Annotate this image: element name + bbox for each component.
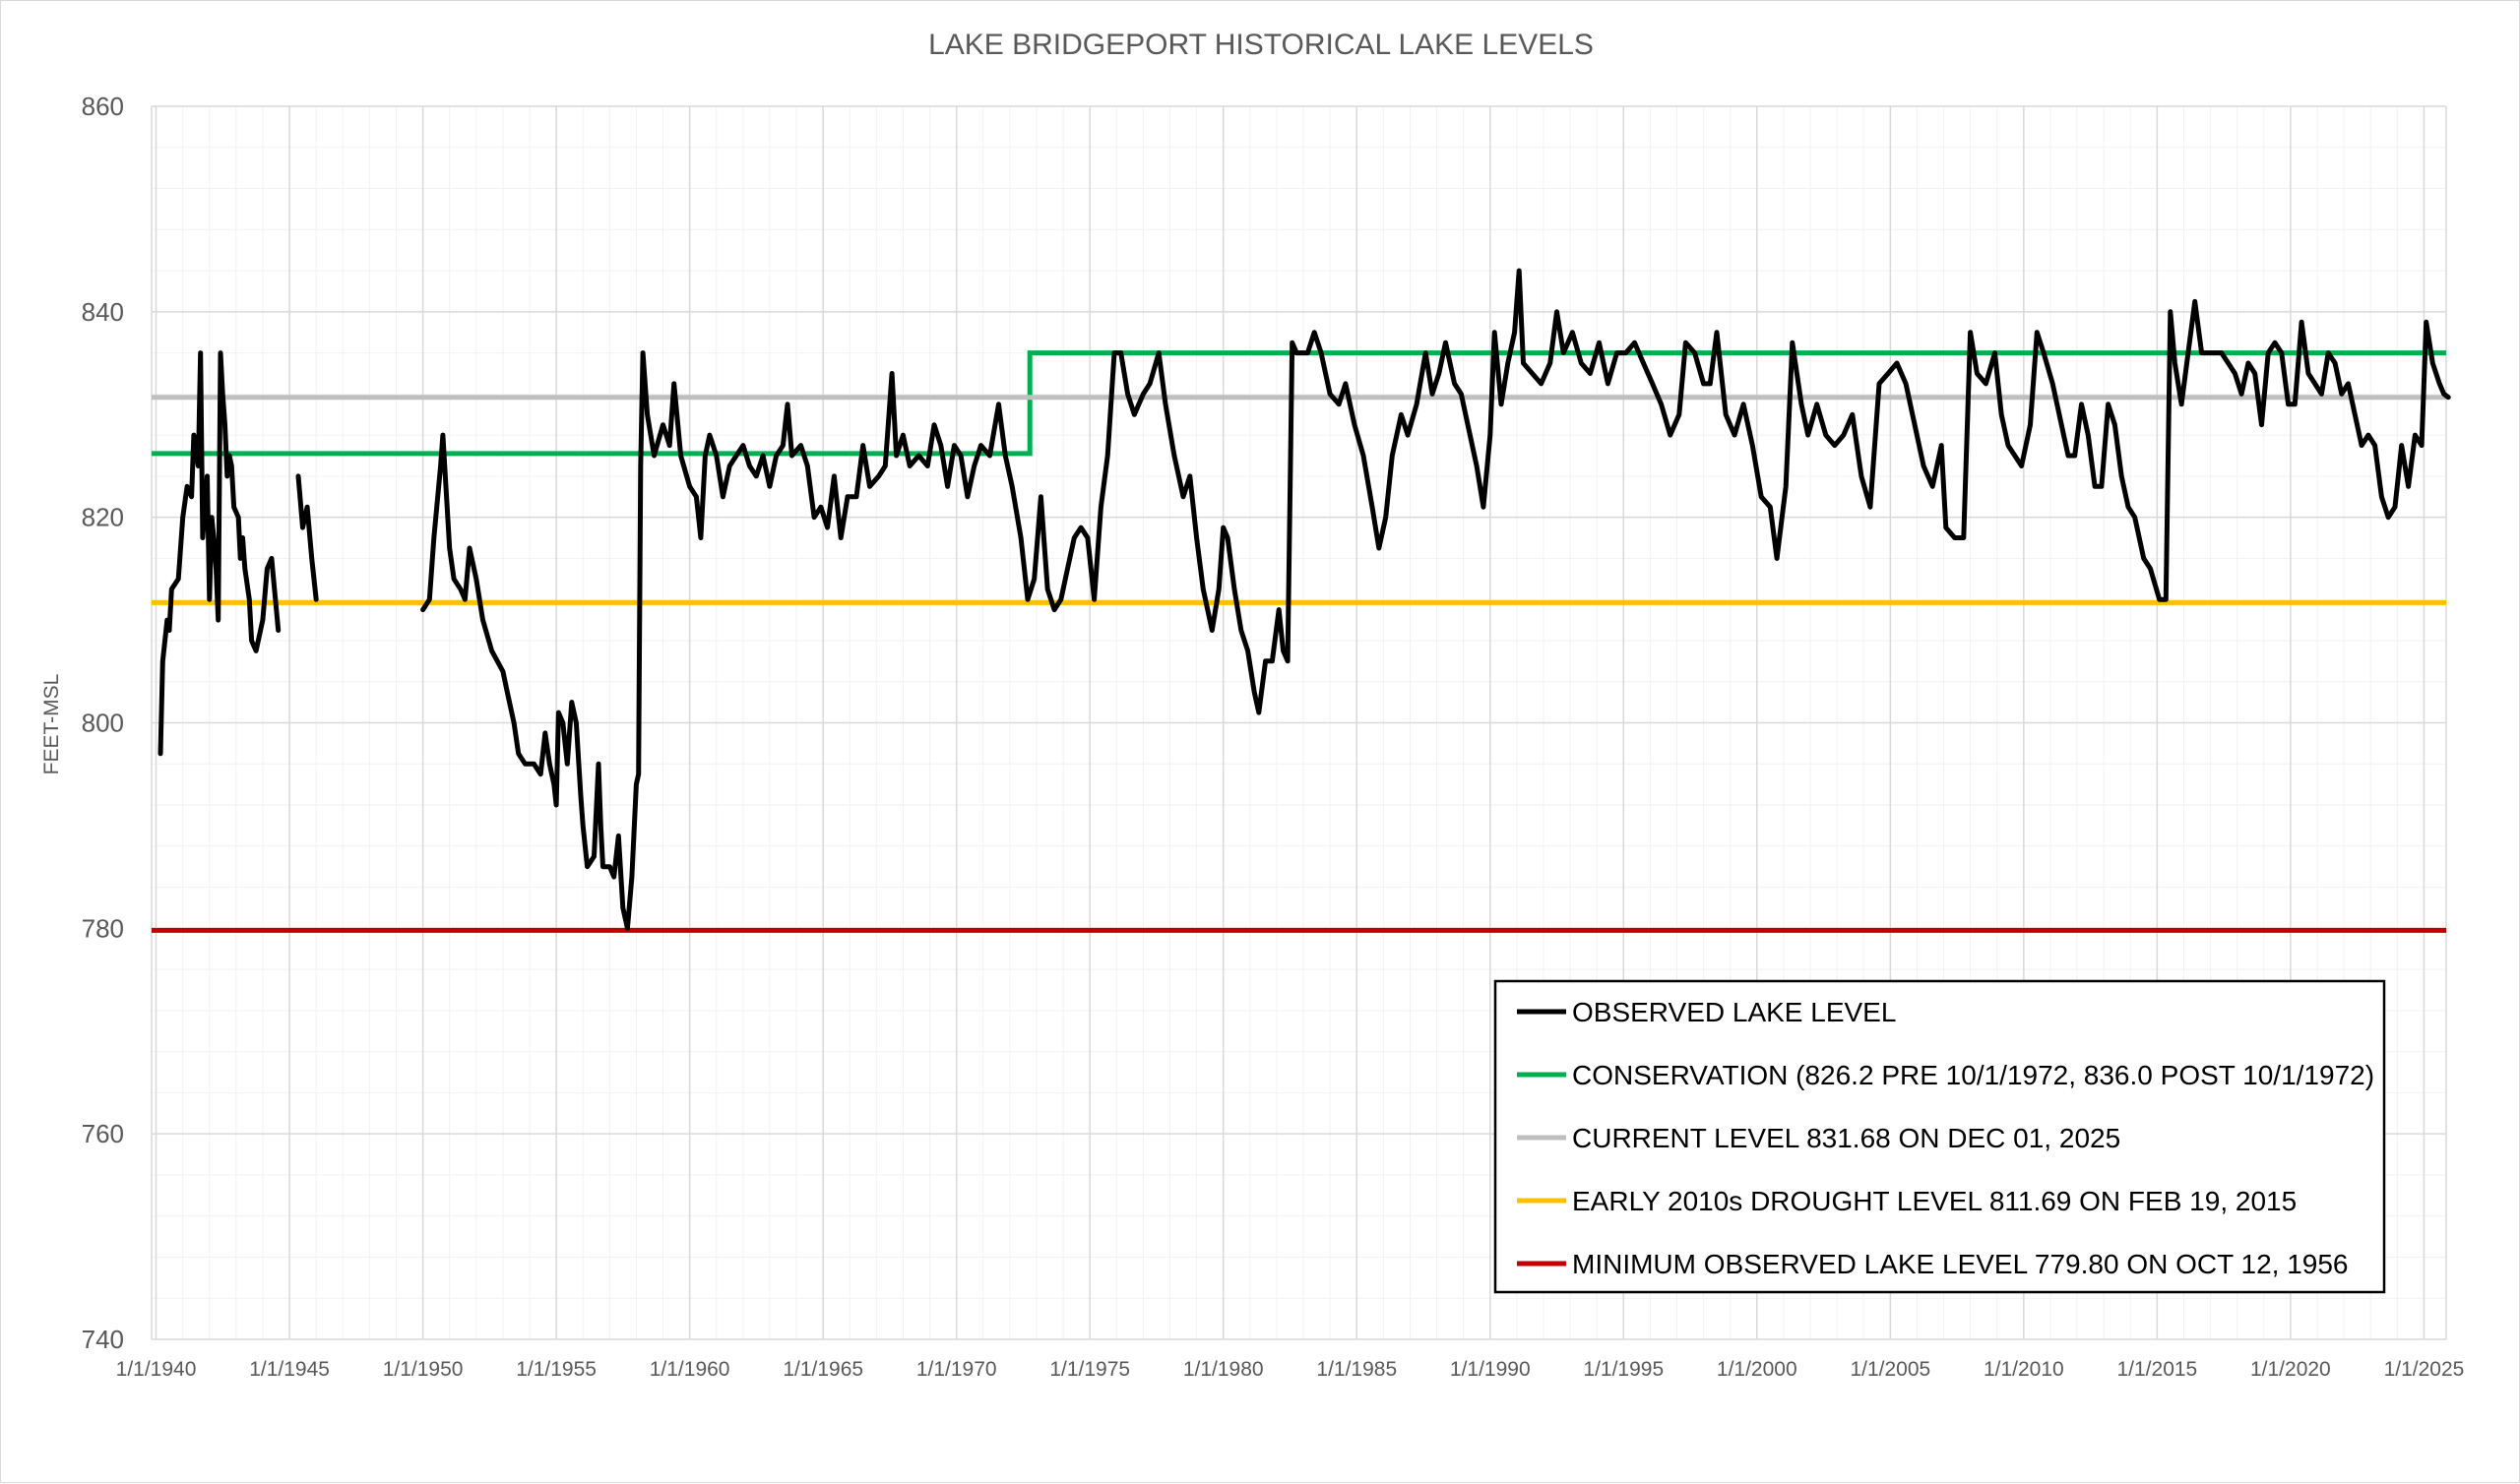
legend-box — [1493, 979, 2386, 1294]
x-tick-label: 1/1/2015 — [2116, 1358, 2197, 1381]
x-tick-label: 1/1/1940 — [116, 1358, 197, 1381]
y-tick-label: 860 — [82, 92, 124, 121]
observed-lake-level-line — [295, 473, 319, 602]
y-tick-label: 800 — [82, 709, 124, 738]
y-tick-label: 760 — [82, 1119, 124, 1148]
x-tick-label: 1/1/1995 — [1583, 1358, 1664, 1381]
x-tick-label: 1/1/1985 — [1316, 1358, 1397, 1381]
y-axis-title: FEET-MSL — [40, 674, 63, 775]
x-tick-label: 1/1/1945 — [249, 1358, 330, 1381]
legend-entry-label: EARLY 2010s DROUGHT LEVEL 811.69 ON FEB … — [1572, 1186, 2297, 1216]
x-tick-label: 1/1/1980 — [1183, 1358, 1264, 1381]
x-tick-label: 1/1/1950 — [383, 1358, 464, 1381]
observed-lake-level-line — [420, 268, 2451, 931]
x-tick-label: 1/1/1990 — [1450, 1358, 1531, 1381]
reference-line-1 — [152, 350, 2446, 457]
y-tick-label: 820 — [82, 503, 124, 532]
x-tick-label: 1/1/1960 — [650, 1358, 730, 1381]
observed-lake-level-series — [158, 268, 2451, 931]
x-tick-label: 1/1/1975 — [1049, 1358, 1130, 1381]
legend-entry-label: MINIMUM OBSERVED LAKE LEVEL 779.80 ON OC… — [1572, 1249, 2348, 1279]
x-tick-label: 1/1/1965 — [783, 1358, 863, 1381]
legend-entry-label: CONSERVATION (826.2 PRE 10/1/1972, 836.0… — [1572, 1060, 2374, 1090]
x-tick-label: 1/1/2000 — [1717, 1358, 1797, 1381]
y-axis-tick-labels: 740 760 780 800 820 840 860 — [82, 92, 124, 1354]
legend-entry-label: CURRENT LEVEL 831.68 ON DEC 01, 2025 — [1572, 1123, 2120, 1153]
x-tick-label: 1/1/1955 — [516, 1358, 597, 1381]
x-tick-label: 1/1/1970 — [916, 1358, 997, 1381]
chart-title: LAKE BRIDGEPORT HISTORICAL LAKE LEVELS — [928, 29, 1594, 61]
legend: OBSERVED LAKE LEVEL CONSERVATION (826.2 P… — [1493, 979, 2386, 1294]
y-tick-label: 780 — [82, 913, 124, 943]
x-tick-label: 1/1/2020 — [2250, 1358, 2331, 1381]
y-tick-label: 740 — [82, 1325, 124, 1354]
reference-lines — [152, 350, 2446, 933]
x-tick-label: 1/1/2010 — [1984, 1358, 2064, 1381]
x-tick-label: 1/1/2005 — [1850, 1358, 1930, 1381]
x-tick-label: 1/1/2025 — [2384, 1358, 2465, 1381]
legend-entry-label: OBSERVED LAKE LEVEL — [1572, 997, 1896, 1027]
observed-lake-level-line — [158, 350, 282, 757]
x-axis-tick-labels: 1/1/1940 1/1/1945 1/1/1950 1/1/1955 1/1/1960… — [116, 1358, 2465, 1381]
y-tick-label: 840 — [82, 297, 124, 327]
